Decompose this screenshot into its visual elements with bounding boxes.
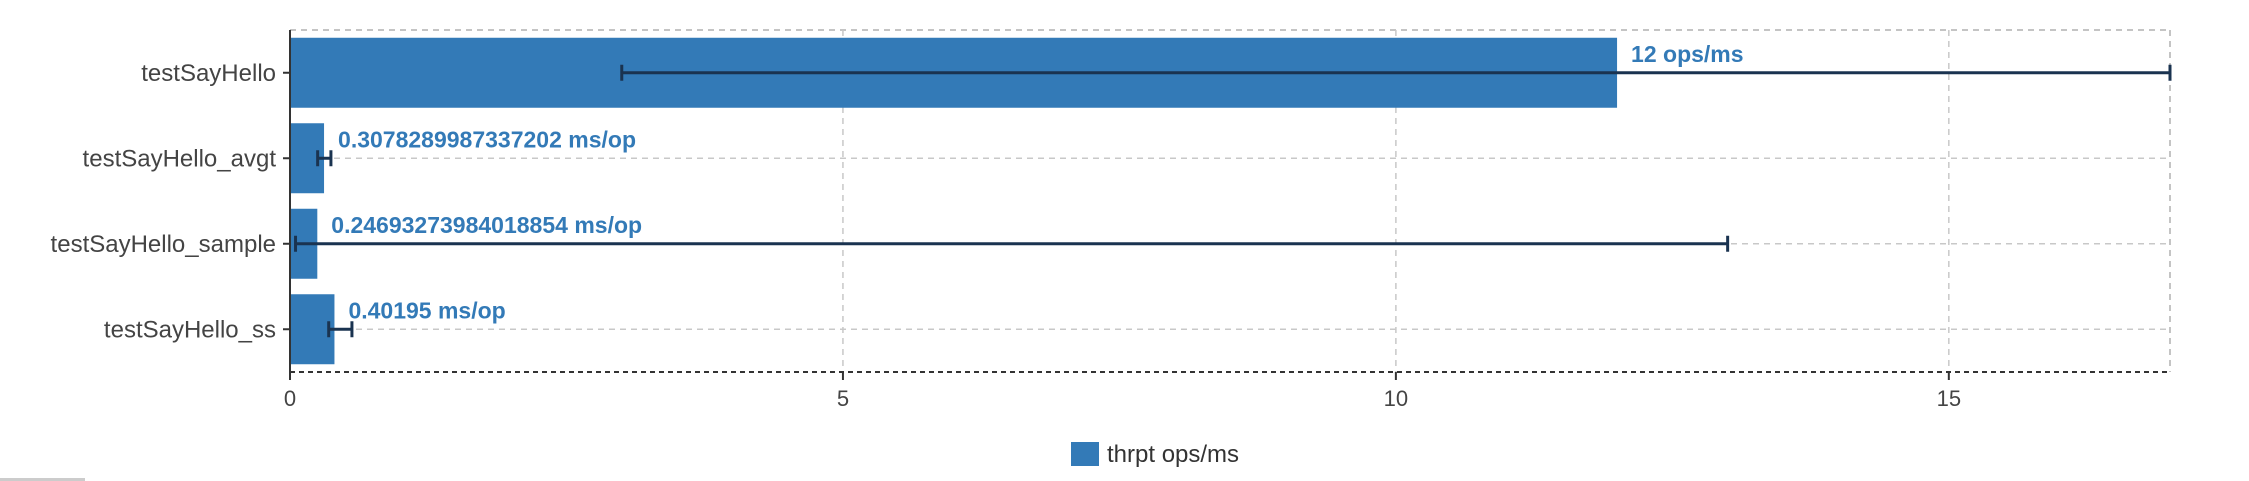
legend[interactable]: thrpt ops/ms [1071, 441, 1239, 468]
data-labels: 12 ops/ms 0.3078289987337202 ms/op 0.24693… [331, 41, 1743, 324]
category-label-testSayHello_avgt: testSayHello_avgt [83, 145, 277, 172]
x-tick-label-5: 5 [837, 386, 849, 411]
legend-label[interactable]: thrpt ops/ms [1107, 441, 1239, 468]
value-axis: 0 5 10 15 [284, 371, 2170, 411]
bar-testSayHello_ss[interactable] [290, 294, 335, 365]
x-tick-label-0: 0 [284, 386, 296, 411]
legend-swatch[interactable] [1071, 442, 1099, 466]
data-label-testSayHello: 12 ops/ms [1631, 41, 1744, 67]
category-label-testSayHello: testSayHello [141, 60, 276, 87]
category-label-testSayHello_sample: testSayHello_sample [51, 231, 276, 258]
data-label-testSayHello_ss: 0.40195 ms/op [348, 297, 505, 323]
category-label-testSayHello_ss: testSayHello_ss [104, 316, 276, 343]
data-label-testSayHello_avgt: 0.3078289987337202 ms/op [338, 126, 636, 152]
category-axis: testSayHello testSayHello_avgt testSayHell… [51, 30, 291, 372]
x-tick-label-15: 15 [1937, 386, 1961, 411]
x-tick-label-10: 10 [1384, 386, 1408, 411]
error-bars [294, 64, 2172, 338]
data-label-testSayHello_sample: 0.24693273984018854 ms/op [331, 212, 642, 238]
corner-scroll-indicator [0, 478, 85, 481]
